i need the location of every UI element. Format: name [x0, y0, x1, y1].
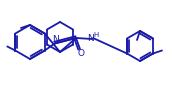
Text: N: N: [88, 34, 94, 43]
Text: O: O: [78, 49, 84, 58]
Text: H: H: [93, 32, 98, 38]
Text: N: N: [52, 35, 59, 44]
